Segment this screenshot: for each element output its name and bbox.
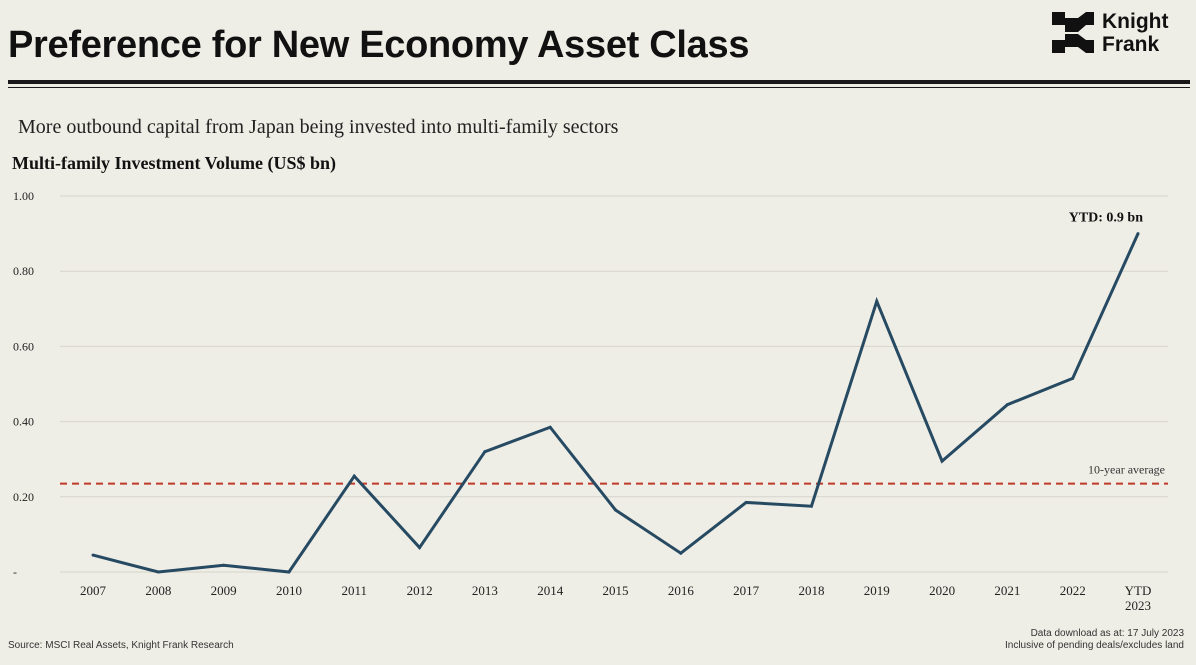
data-point	[548, 425, 552, 429]
chart-subtitle: More outbound capital from Japan being i…	[18, 116, 619, 138]
x-tick-label: 2012	[407, 583, 433, 598]
x-tick-label: 2007	[80, 583, 107, 598]
data-note: Data download as at: 17 July 2023 Inclus…	[1005, 628, 1184, 652]
ten-year-average-label: 10-year average	[1088, 463, 1165, 477]
x-tick-label: 2014	[537, 583, 564, 598]
source-note: Source: MSCI Real Assets, Knight Frank R…	[8, 640, 234, 651]
data-point	[483, 450, 487, 454]
x-tick-label: 2016	[668, 583, 695, 598]
y-tick-label: 0.80	[13, 264, 34, 278]
data-point	[679, 551, 683, 555]
series-line	[92, 232, 1140, 574]
x-tick-label: 2021	[994, 583, 1020, 598]
y-tick-label: 0.40	[13, 415, 34, 429]
x-tick-label: 2008	[145, 583, 171, 598]
x-tick-label: 2010	[276, 583, 302, 598]
data-point	[614, 508, 617, 512]
data-point	[91, 553, 95, 557]
data-note-date: Data download as at: 17 July 2023	[1030, 628, 1184, 639]
header-divider-thick	[8, 80, 1190, 84]
chart-title: Multi-family Investment Volume (US$ bn)	[12, 153, 337, 173]
x-tick-label: 2015	[603, 583, 629, 598]
data-point	[940, 459, 944, 463]
y-tick-label: 0.60	[13, 339, 34, 353]
data-point	[1005, 403, 1009, 407]
y-tick-label: -	[13, 565, 17, 579]
x-tick-label: 2019	[864, 583, 890, 598]
x-tick-label: 2022	[1060, 583, 1086, 598]
x-tick-label: 2011	[341, 583, 367, 598]
data-point	[156, 570, 160, 574]
data-point	[744, 500, 748, 504]
data-note-inclusion: Inclusive of pending deals/excludes land	[1004, 640, 1184, 651]
data-point	[222, 563, 226, 567]
logo-mark-icon	[1052, 12, 1094, 53]
x-tick-label: 2018	[798, 583, 824, 598]
ytd-annotation: YTD: 0.9 bn	[1069, 211, 1144, 226]
data-point	[287, 570, 291, 574]
x-tick-label: YTD 2023	[1125, 583, 1152, 613]
x-tick-label: 2013	[472, 583, 498, 598]
y-tick-label: 0.20	[13, 490, 34, 504]
page-title: Preference for New Economy Asset Class	[8, 24, 750, 66]
data-point	[875, 299, 879, 303]
header-divider-thin	[8, 87, 1190, 88]
data-point	[1071, 376, 1075, 380]
data-point	[809, 504, 813, 508]
knight-frank-logo: Knight Frank	[1050, 10, 1190, 60]
logo-text-frank: Frank	[1102, 33, 1160, 56]
x-tick-label: 2017	[733, 583, 760, 598]
data-point	[418, 546, 422, 550]
logo-text-knight: Knight	[1102, 10, 1169, 33]
x-tick-label: 2020	[929, 583, 955, 598]
y-tick-label: 1.00	[13, 189, 34, 203]
data-point	[1136, 232, 1140, 236]
x-tick-label: 2009	[211, 583, 237, 598]
data-point	[352, 474, 356, 478]
